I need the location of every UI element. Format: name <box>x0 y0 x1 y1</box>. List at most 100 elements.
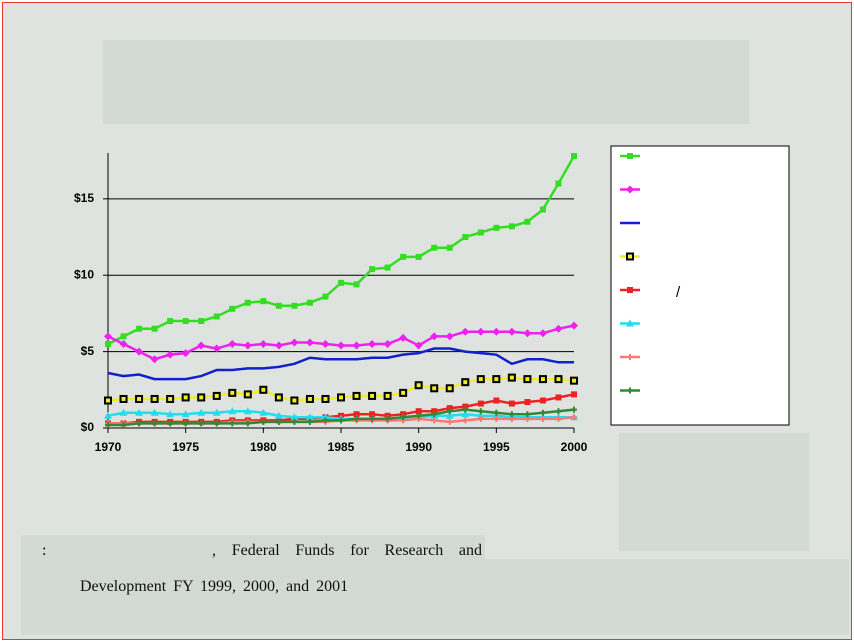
marker <box>414 381 423 390</box>
marker <box>555 415 562 422</box>
marker <box>321 413 330 421</box>
x-tick-label: 1980 <box>250 440 277 454</box>
marker <box>476 411 485 419</box>
marker <box>243 407 252 415</box>
y-tick-label: $15 <box>74 191 94 205</box>
marker <box>259 408 268 416</box>
marker <box>368 391 377 400</box>
marker <box>166 350 175 359</box>
marker <box>539 397 546 404</box>
marker <box>290 338 299 347</box>
marker <box>243 341 252 350</box>
marker <box>462 406 469 413</box>
marker <box>243 390 252 399</box>
marker <box>104 332 112 341</box>
redacted-box <box>485 559 849 635</box>
x-tick-label: 1990 <box>405 440 432 454</box>
marker <box>571 414 577 421</box>
marker <box>181 349 190 358</box>
legend-marker <box>626 252 634 261</box>
marker <box>166 394 175 403</box>
marker <box>352 341 361 350</box>
legend-label: / <box>676 284 681 301</box>
marker <box>571 406 577 413</box>
marker <box>305 413 314 421</box>
marker <box>291 302 298 309</box>
marker <box>555 180 562 187</box>
marker <box>399 388 408 397</box>
marker <box>212 344 221 353</box>
marker <box>369 415 376 422</box>
marker <box>462 417 469 424</box>
marker <box>197 408 206 416</box>
marker <box>492 327 501 336</box>
marker <box>493 224 500 231</box>
marker <box>119 339 128 348</box>
x-tick-label: 1995 <box>483 440 510 454</box>
x-tick-label: 1985 <box>328 440 355 454</box>
legend-marker <box>627 153 633 159</box>
marker <box>430 384 439 393</box>
marker <box>493 415 500 422</box>
marker <box>181 410 190 418</box>
marker <box>383 339 392 348</box>
marker <box>353 281 360 288</box>
marker <box>476 327 485 336</box>
marker <box>368 339 377 348</box>
redacted-source-bg <box>21 535 485 635</box>
marker <box>167 420 174 427</box>
marker <box>151 420 158 427</box>
marker <box>555 408 562 415</box>
marker <box>369 266 376 273</box>
marker <box>198 420 205 427</box>
marker <box>120 421 127 428</box>
marker <box>353 415 360 422</box>
marker <box>105 421 111 428</box>
y-tick-label: $10 <box>74 267 94 281</box>
marker <box>105 340 111 347</box>
marker <box>136 420 143 427</box>
legend-marker <box>627 287 633 293</box>
marker <box>492 375 501 384</box>
marker <box>431 417 438 424</box>
marker <box>555 394 562 401</box>
source-text: , Federal Funds for Research and Develop… <box>80 542 482 595</box>
marker <box>197 341 206 350</box>
marker <box>198 318 205 325</box>
marker <box>508 411 515 418</box>
legend-marker <box>626 319 634 327</box>
marker <box>120 333 127 340</box>
marker <box>104 411 112 419</box>
marker <box>306 299 313 306</box>
legend-marker <box>626 185 634 194</box>
marker <box>322 417 329 424</box>
marker <box>446 405 453 412</box>
series-line <box>107 347 574 381</box>
marker <box>538 329 547 338</box>
x-tick-label: 2000 <box>561 440 588 454</box>
series-line <box>107 155 576 346</box>
marker <box>338 279 344 286</box>
marker <box>135 408 144 416</box>
marker <box>445 411 454 419</box>
marker <box>119 408 128 416</box>
marker <box>274 393 283 402</box>
marker <box>539 409 546 416</box>
marker <box>461 378 470 387</box>
marker <box>275 418 282 425</box>
marker <box>400 414 407 421</box>
marker <box>322 293 329 300</box>
marker <box>181 393 190 402</box>
marker <box>291 418 298 425</box>
marker <box>274 341 283 350</box>
marker <box>228 388 237 397</box>
marker <box>554 324 563 333</box>
marker <box>524 411 531 418</box>
marker <box>524 399 531 406</box>
marker <box>431 244 438 251</box>
marker <box>305 394 314 403</box>
marker <box>321 394 330 403</box>
marker <box>554 375 563 384</box>
marker <box>446 408 453 415</box>
